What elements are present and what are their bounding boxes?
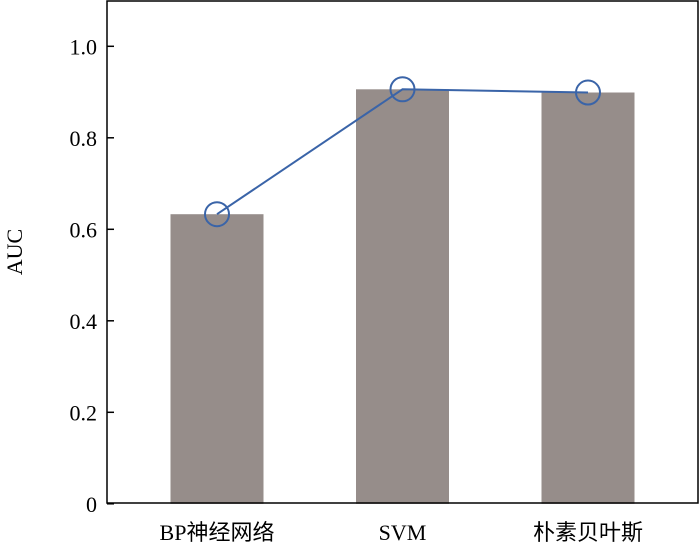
y-tick-label: 0.6 bbox=[70, 217, 98, 242]
y-tick-label: 0.4 bbox=[70, 309, 98, 334]
y-tick-label: 0.8 bbox=[70, 126, 98, 151]
plot-frame bbox=[106, 0, 699, 504]
x-tick-label: BP神经网络 bbox=[160, 520, 275, 545]
line-marker bbox=[575, 79, 601, 106]
auc-line bbox=[216, 88, 589, 216]
y-tick-label: 0 bbox=[86, 492, 97, 517]
x-tick-label: SVM bbox=[379, 520, 427, 545]
y-tick-label: 0.2 bbox=[70, 400, 98, 425]
bar bbox=[541, 92, 635, 504]
y-tick-label: 1.0 bbox=[70, 34, 98, 59]
line-marker bbox=[389, 76, 416, 103]
y-axis-label: AUC bbox=[2, 229, 27, 275]
bar bbox=[170, 214, 264, 504]
line-marker bbox=[204, 201, 230, 228]
x-tick-label: 朴素贝叶斯 bbox=[533, 520, 643, 545]
bar bbox=[356, 89, 449, 504]
